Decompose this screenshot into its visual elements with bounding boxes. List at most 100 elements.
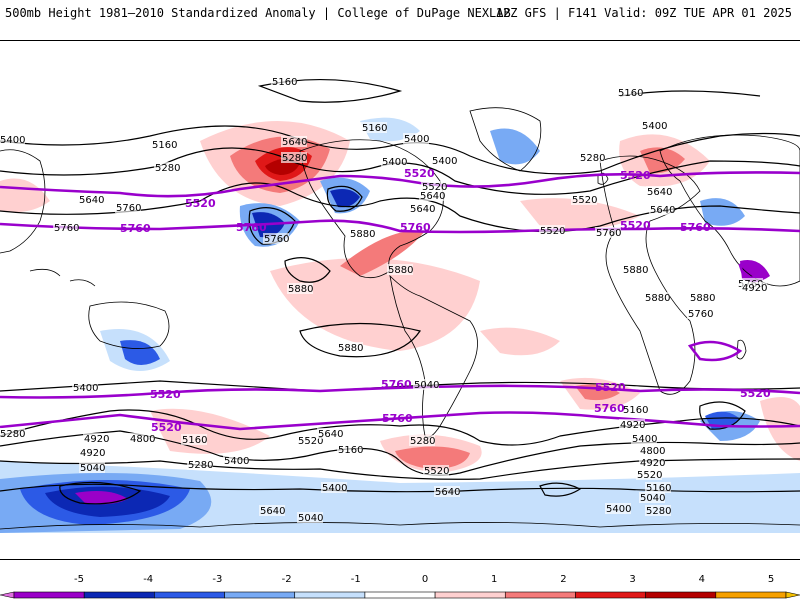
contour-label-bg — [636, 469, 662, 480]
colorbar: -5 -4 -3 -2 -1 0 1 2 3 4 5 — [0, 574, 800, 599]
contour-label: 5400 — [404, 134, 429, 145]
contour-label-bg — [361, 122, 387, 133]
contour-label: 5160 — [362, 123, 387, 134]
colorbar-tick-label: -1 — [351, 574, 361, 585]
contour-label: 5400 — [0, 135, 25, 146]
contour-label-bg — [317, 428, 343, 439]
contour-label-bg — [617, 87, 643, 98]
contour-label: 5880 — [645, 293, 670, 304]
contour-label-bg — [434, 486, 460, 497]
contour-label: 5760 — [116, 203, 141, 214]
anomaly-shading — [0, 117, 800, 533]
highlight-contour-label: 5760 — [680, 221, 711, 234]
coast-madagascar — [736, 339, 747, 360]
contour-5520-s2 — [0, 411, 800, 431]
contour-label: 5160 — [272, 77, 297, 88]
contour-label: 5640 — [435, 487, 460, 498]
contour-label: 5880 — [288, 284, 313, 295]
contour-label-bg — [403, 133, 429, 144]
contour-label: 4920 — [742, 283, 767, 294]
highlight-contours — [0, 171, 800, 431]
contour-label-bg — [689, 292, 715, 303]
contour-label-bg — [387, 264, 413, 275]
pos-anom-s7 — [760, 397, 800, 461]
highlight-contour-label: 5520 — [404, 167, 435, 180]
neg-anom-4 — [75, 491, 128, 505]
contour-label: 5160 — [623, 405, 648, 416]
neg-anom-n15 — [740, 260, 770, 282]
contour-label-bg — [53, 222, 79, 233]
contour-label: 5640 — [420, 191, 445, 202]
contour-label: 5040 — [80, 463, 105, 474]
contour-label-bg — [287, 283, 313, 294]
contour-label-bg — [579, 152, 605, 163]
contour-label: 5520 — [540, 226, 565, 237]
colorbar-tick-label: 3 — [629, 574, 635, 585]
contour-label: 5400 — [642, 121, 667, 132]
highlight-contour-label: 5520 — [151, 421, 182, 434]
contour-label: 5520 — [422, 182, 447, 193]
colorbar-tick-label: -3 — [212, 574, 222, 585]
contour-5520-n — [0, 171, 800, 198]
contour-purple-africa — [687, 340, 743, 362]
contour-label-bg — [337, 342, 363, 353]
highlight-contour-label: 5520 — [150, 388, 181, 401]
contour-label-bg — [78, 194, 104, 205]
contour-label: 5400 — [606, 504, 631, 515]
colorbar-bin — [715, 591, 787, 599]
contour-label: 5400 — [632, 434, 657, 445]
contour-label: 5880 — [623, 265, 648, 276]
contour-label-bg — [639, 457, 665, 468]
highlight-contour-label: 5520 — [595, 381, 626, 394]
contour-label: 5640 — [79, 195, 104, 206]
contour-label: 4920 — [620, 420, 645, 431]
contour-label-bg — [381, 156, 407, 167]
map-title: 500mb Height 1981–2010 Standardized Anom… — [5, 6, 511, 20]
contour-label-bg — [605, 503, 631, 514]
contour-label-bg — [281, 136, 307, 147]
contour-label: 5760 — [596, 228, 621, 239]
contour-label-bg — [645, 482, 671, 493]
contour-label-bg — [419, 190, 445, 201]
contour-label-bg — [0, 134, 25, 145]
contour-label: 5040 — [414, 380, 439, 391]
coast-uk — [597, 172, 609, 185]
contour-label: 5640 — [410, 204, 435, 215]
pos-anom-n12 — [0, 178, 50, 213]
contour-low-ne — [326, 185, 363, 212]
contour-label-bg — [337, 444, 363, 455]
colorbar-tick-label: -4 — [143, 574, 153, 585]
contour-5760-n — [0, 219, 800, 234]
contour-label-bg — [154, 162, 180, 173]
model-run-info: 12Z GFS | F141 Valid: 09Z TUE APR 01 202… — [495, 6, 792, 20]
colorbar-under-arrow — [0, 591, 15, 599]
colorbar-tick-label: 2 — [560, 574, 566, 585]
contour-label-bg — [129, 433, 155, 444]
contour-label-bg — [431, 155, 457, 166]
contour-label-bg — [223, 455, 249, 466]
highlight-contour-label: 5520 — [185, 197, 216, 210]
contour-5160-n — [257, 78, 403, 103]
contour-purple-small — [738, 261, 764, 280]
highlight-contour-label: 5760 — [594, 402, 625, 415]
contour-label-bg — [645, 505, 671, 516]
colorbar-tick-label: 5 — [768, 574, 774, 585]
contour-label: 4800 — [130, 434, 155, 445]
colorbar-over-arrow — [785, 591, 800, 599]
contour-label: 5160 — [646, 483, 671, 494]
contour-label: 5760 — [54, 223, 79, 234]
highlight-contour-label: 5760 — [382, 412, 413, 425]
contour-label-bg — [297, 435, 323, 446]
colorbar-bin — [364, 591, 436, 599]
contour-label-bg — [79, 447, 105, 458]
contour-label: 5880 — [338, 343, 363, 354]
contour-label-bg — [595, 227, 621, 238]
contour-label: 5880 — [350, 229, 375, 240]
contour-label-bg — [115, 202, 141, 213]
contour-label-bg — [409, 435, 435, 446]
contour-5640-s — [0, 409, 800, 446]
colorbar-bin — [83, 591, 155, 599]
contour-label-bg — [421, 181, 447, 192]
colorbar-bin — [294, 591, 366, 599]
